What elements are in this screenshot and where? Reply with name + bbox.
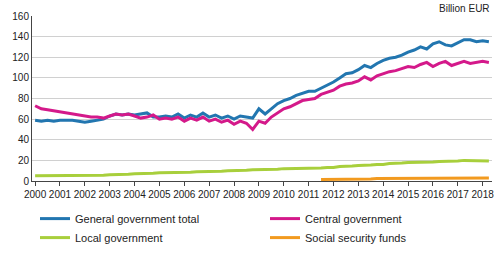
svg-text:2016: 2016	[422, 189, 445, 200]
svg-text:120: 120	[12, 52, 29, 63]
svg-text:2009: 2009	[248, 189, 271, 200]
svg-text:140: 140	[12, 31, 29, 42]
svg-text:2013: 2013	[347, 189, 370, 200]
svg-text:20: 20	[18, 155, 30, 166]
svg-text:2018: 2018	[472, 189, 495, 200]
svg-text:0: 0	[23, 176, 29, 187]
svg-text:Local government: Local government	[75, 232, 162, 244]
svg-text:Billion EUR: Billion EUR	[439, 3, 490, 14]
svg-text:2011: 2011	[298, 189, 320, 200]
svg-text:2005: 2005	[148, 189, 171, 200]
svg-text:Central government: Central government	[305, 213, 402, 225]
svg-text:40: 40	[18, 134, 30, 145]
svg-text:160: 160	[12, 11, 29, 22]
svg-text:2012: 2012	[322, 189, 345, 200]
svg-text:60: 60	[18, 114, 30, 125]
svg-text:2010: 2010	[273, 189, 296, 200]
svg-text:2003: 2003	[99, 189, 122, 200]
svg-text:2001: 2001	[49, 189, 72, 200]
svg-text:Social security funds: Social security funds	[305, 232, 406, 244]
svg-text:2004: 2004	[123, 189, 146, 200]
svg-text:2015: 2015	[397, 189, 420, 200]
svg-text:2006: 2006	[173, 189, 196, 200]
svg-text:2002: 2002	[74, 189, 97, 200]
svg-text:2017: 2017	[447, 189, 470, 200]
svg-text:2014: 2014	[372, 189, 395, 200]
svg-text:General government total: General government total	[75, 213, 199, 225]
svg-text:2007: 2007	[198, 189, 221, 200]
svg-text:100: 100	[12, 72, 29, 83]
svg-text:2008: 2008	[223, 189, 246, 200]
svg-text:2000: 2000	[24, 189, 47, 200]
svg-text:80: 80	[18, 93, 30, 104]
